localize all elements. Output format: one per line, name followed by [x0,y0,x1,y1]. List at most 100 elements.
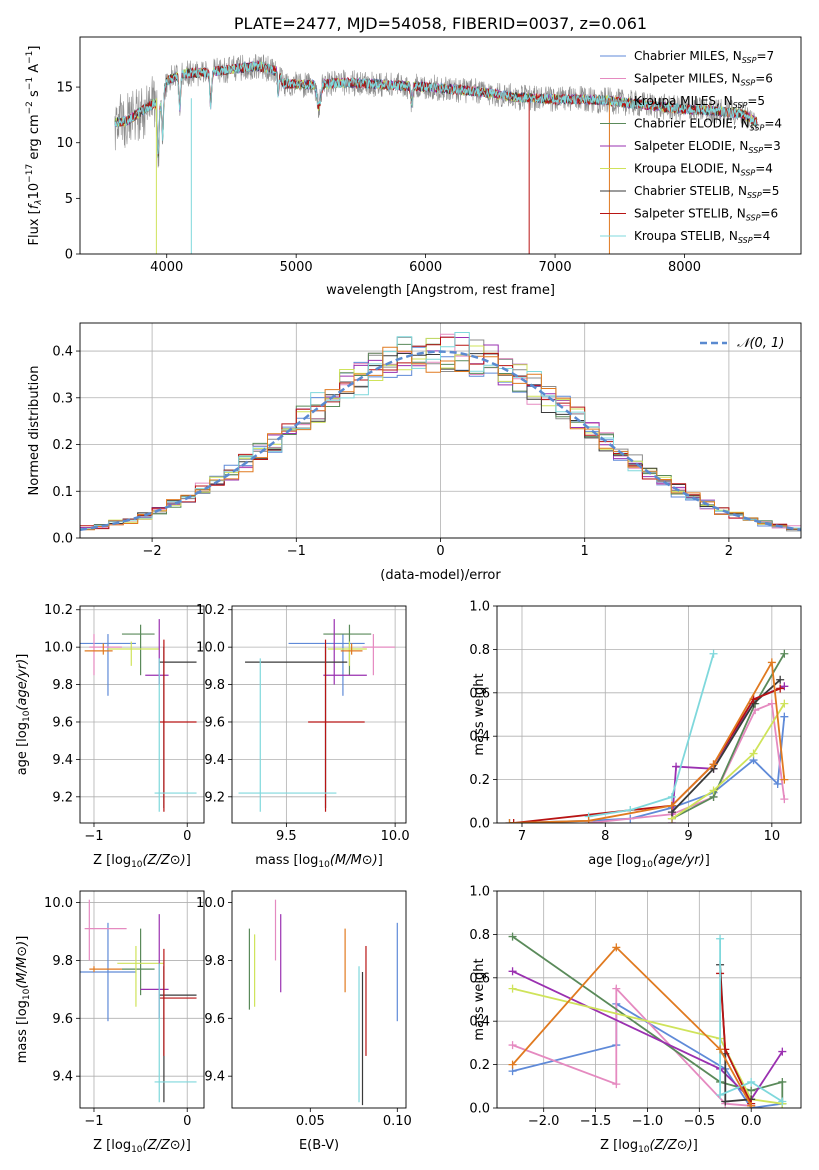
weight-marker [508,1060,517,1069]
y-tick-label: 0.4 [52,345,73,360]
y-tick-label: 9.2 [52,790,73,805]
x-tick-label: 0.0 [741,1114,762,1129]
weight-marker [584,816,593,823]
weight-line [512,970,784,1101]
x-axis-label: (data-model)/error [380,568,501,583]
weight-marker [780,795,789,804]
weight-marker [716,934,725,943]
x-tick-label: 10 [764,829,781,844]
weight-marker [747,1077,756,1086]
y-tick-label: 0.0 [469,1102,490,1117]
y-tick-label: 9.8 [52,954,73,969]
legend-entry: Chabrier MILES, NSSP=7 [634,49,774,65]
y-tick-label: 0.6 [469,686,490,701]
y-tick-label: 9.8 [52,678,73,693]
spectrum-title: PLATE=2477, MJD=54058, FIBERID=0037, z=0… [234,14,647,33]
y-tick-label: 15 [56,81,73,96]
x-tick-label: 9.5 [276,829,297,844]
y-tick-label: 9.8 [204,954,225,969]
legend-entry: Chabrier ELODIE, NSSP=4 [634,117,782,133]
x-axis-label: age [log10(age/yr)] [588,853,710,870]
weight-marker [747,1101,756,1108]
legend-entry: Salpeter MILES, NSSP=6 [634,72,773,88]
y-tick-label: 9.6 [204,1012,225,1027]
weight-marker [612,943,621,952]
axes-frame [79,36,802,255]
x-axis-label: Z [log10(Z/Z⊙)] [600,1138,698,1155]
y-tick-label: 10.2 [44,603,73,618]
y-axis-label: mass weight [472,673,487,755]
weight-marker [780,649,789,658]
weight-marker [612,984,621,993]
weight-marker [508,967,517,976]
axes-frame [496,890,802,1109]
weight-marker [780,712,789,721]
y-tick-label: 10.0 [196,641,225,656]
x-tick-label: −2.0 [528,1114,560,1129]
y-tick-label: 9.4 [204,1070,225,1085]
weight-marker [709,649,718,658]
y-tick-label: 10.0 [196,896,225,911]
x-axis-label: wavelength [Angstrom, rest frame] [326,283,555,298]
weight-marker [508,932,517,941]
y-axis-label: mass weight [472,958,487,1040]
y-tick-label: 0.8 [469,643,490,658]
y-tick-label: 10.0 [44,896,73,911]
weight-line [511,946,752,1107]
weight-marker [778,1047,787,1056]
y-axis-label: Flux [fλ10−17 erg cm−2 s−1 A−1] [25,46,44,246]
y-axis-label: mass [log10(M/M⊙)] [15,936,32,1064]
y-tick-label: 1.0 [469,885,490,900]
weight-line [671,653,786,820]
weight-marker [778,1097,787,1106]
y-tick-label: 9.6 [204,715,225,730]
y-tick-label: 0 [65,248,73,263]
weight-marker [709,760,718,769]
x-axis-label: mass [log10(M/M⊙)] [255,853,383,870]
y-tick-label: 0.1 [52,485,73,500]
mass-vs-Z-panel: −1 0 9.4 9.6 9.8 10.0 Z [log10(Z/Z⊙)] mass [log… [15,890,205,1155]
y-tick-label: 10.0 [44,641,73,656]
axes-frame [231,605,407,824]
weight-marker [508,984,517,993]
weight-vs-age-panel: 7 8 9 10 0.0 0.2 0.4 0.6 0.8 1.0 age [log10(age/yr… [469,600,802,870]
y-tick-label: 0.4 [469,730,490,745]
x-tick-label: 0.05 [296,1114,325,1129]
x-tick-label: −2 [143,544,162,559]
weight-line [513,687,781,823]
x-tick-label: 10.0 [381,829,410,844]
y-tick-label: 0.6 [469,971,490,986]
y-tick-label: 9.8 [204,678,225,693]
axes-frame [79,322,802,539]
axes-frame [496,605,802,824]
legend-entry: Salpeter ELODIE, NSSP=3 [634,139,781,155]
weight-line [671,703,786,820]
age-vs-mass-panel: 9.5 10.0 9.2 9.4 9.6 9.8 10.0 10.2 mass [log10(M… [196,603,410,870]
y-axis-label: age [log10(age/yr)] [15,654,32,776]
weight-line [512,986,752,1107]
y-tick-label: 9.4 [204,753,225,768]
y-tick-label: 0.3 [52,391,73,406]
weight-marker [612,1080,621,1089]
legend-entry: Kroupa ELODIE, NSSP=4 [634,162,773,178]
y-tick-label: 0.2 [52,438,73,453]
weight-vs-Z-panel: −2.0 −1.5 −1.0 −0.5 0.0 0.0 0.2 0.4 0.6 0.8 1.0 Z [… [469,885,802,1155]
weight-marker [721,1097,730,1106]
x-tick-label: 9 [684,829,692,844]
y-tick-label: 9.2 [204,790,225,805]
y-tick-label: 0.0 [469,817,490,832]
axes-frame [231,890,407,1109]
spectrum-line [114,60,758,155]
x-axis-label: Z [log10(Z/Z⊙)] [93,853,191,870]
x-tick-label: −0.5 [684,1114,716,1129]
y-tick-label: 10.2 [196,603,225,618]
x-tick-label: 1 [581,544,589,559]
normal-curve [80,350,801,532]
weight-marker [776,684,785,693]
weight-line [719,938,783,1103]
residuals-panel: −2 −1 0 1 2 0.0 0.1 0.2 0.3 0.4 𝒩(0, 1) (data-model… [27,322,802,583]
weight-marker [767,699,776,708]
weight-marker [667,792,676,801]
x-tick-label: 8000 [668,260,701,275]
